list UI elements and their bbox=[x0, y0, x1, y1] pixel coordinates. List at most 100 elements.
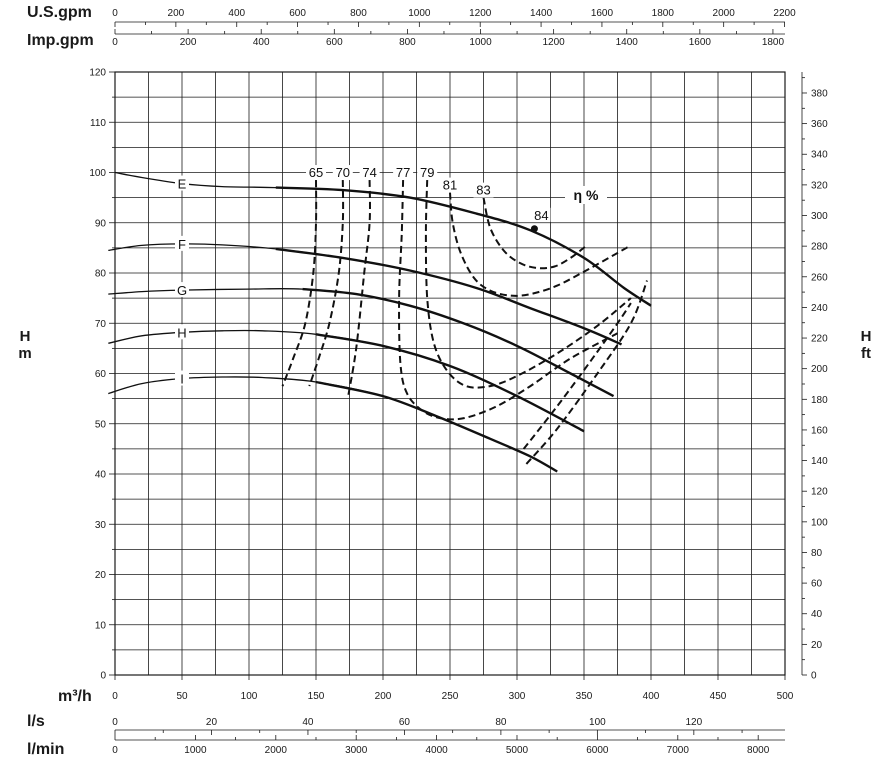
ls-tick-label: 100 bbox=[589, 717, 606, 728]
ls-tick-label: 80 bbox=[495, 717, 507, 728]
imp-gpm-tick-label: 200 bbox=[180, 37, 197, 48]
right-y-tick-label: 220 bbox=[811, 334, 828, 345]
us-gpm-tick-label: 800 bbox=[350, 8, 367, 19]
efficiency-label-77: 77 bbox=[396, 165, 410, 180]
efficiency-unit-label: η % bbox=[574, 187, 599, 203]
y-tick-label: 20 bbox=[95, 570, 107, 581]
eff-label-bg bbox=[332, 165, 353, 181]
y-tick-label: 110 bbox=[90, 118, 106, 129]
efficiency-curve-74 bbox=[347, 179, 371, 397]
right-y-tick-label: 280 bbox=[811, 242, 828, 253]
y-tick-label: 40 bbox=[95, 470, 107, 481]
right-y-tick-label: 380 bbox=[811, 88, 828, 99]
ls-tick-label: 60 bbox=[399, 717, 411, 728]
efficiency-curve-79 bbox=[424, 179, 632, 389]
ls-tick-label: 20 bbox=[206, 717, 218, 728]
eff-label-bg bbox=[440, 177, 460, 193]
us-gpm-tick-label: 1200 bbox=[469, 8, 492, 19]
right-y-tick-label: 240 bbox=[811, 303, 828, 314]
imp-gpm-tick-label: 1200 bbox=[543, 37, 566, 48]
x-tick-label: 150 bbox=[308, 691, 325, 702]
lmin-tick-label: 2000 bbox=[265, 745, 288, 756]
us-gpm-tick-label: 1800 bbox=[652, 8, 675, 19]
us-gpm-tick-label: 2200 bbox=[773, 8, 796, 19]
lmin-tick-label: 5000 bbox=[506, 745, 529, 756]
efficiency-label-81: 81 bbox=[443, 178, 457, 193]
y-tick-label: 100 bbox=[89, 168, 106, 179]
head-curve-G bbox=[302, 287, 615, 398]
efficiency-curve-81 bbox=[449, 192, 632, 297]
x-tick-label: 250 bbox=[442, 691, 459, 702]
ls-axis-title: l/s bbox=[27, 713, 45, 730]
efficiency-label-79: 79 bbox=[420, 165, 434, 180]
right-y-tick-label: 60 bbox=[811, 579, 823, 590]
ls-tick-label: 0 bbox=[112, 717, 118, 728]
efficiency-curve-65 bbox=[281, 179, 318, 387]
curve-label-H: H bbox=[177, 325, 186, 340]
us-gpm-tick-label: 1000 bbox=[408, 8, 431, 19]
y-tick-label: 30 bbox=[95, 520, 107, 531]
efficiency-label-83: 83 bbox=[476, 183, 490, 198]
right-y-tick-label: 300 bbox=[811, 211, 828, 222]
head-curve-I bbox=[315, 380, 558, 473]
ls-tick-label: 40 bbox=[302, 717, 314, 728]
us-gpm-tick-label: 600 bbox=[289, 8, 306, 19]
efficiency-label-65: 65 bbox=[309, 165, 323, 180]
x-tick-label: 100 bbox=[241, 691, 258, 702]
eff-label-bg bbox=[417, 165, 438, 181]
us-gpm-tick-label: 1600 bbox=[591, 8, 614, 19]
y-tick-label: 90 bbox=[95, 218, 107, 229]
y-tick-label: 60 bbox=[95, 369, 107, 380]
curve-label-I: I bbox=[180, 372, 184, 387]
right-y-tick-label: 0 bbox=[811, 671, 817, 682]
y-tick-label: 80 bbox=[95, 269, 107, 280]
imp-gpm-axis-title: Imp.gpm bbox=[27, 32, 94, 49]
imp-gpm-tick-label: 400 bbox=[253, 37, 270, 48]
right-y-tick-label: 20 bbox=[811, 640, 823, 651]
ls-tick-label: 120 bbox=[685, 717, 702, 728]
curve-label-bg bbox=[175, 370, 189, 386]
curve-label-bg bbox=[175, 235, 189, 251]
curve-labels: E F G H I 65 70 74 77 79 81 83 84 η % bbox=[175, 165, 607, 387]
x-tick-label: 50 bbox=[176, 691, 188, 702]
axes: 0 10 20 30 40 50 60 70 80 90 100 110 120 Hm 0 20 40 60 80 1… bbox=[18, 4, 871, 758]
eff-label-bg bbox=[359, 165, 380, 181]
best-efficiency-point bbox=[530, 225, 538, 233]
head-curves bbox=[108, 171, 652, 473]
y-tick-label: 0 bbox=[100, 671, 106, 682]
efficiency-curves bbox=[281, 179, 648, 465]
peak-label-bg bbox=[532, 207, 551, 222]
eta-label-bg bbox=[565, 186, 607, 204]
imp-gpm-tick-label: 0 bbox=[112, 37, 118, 48]
right-y-tick-label: 80 bbox=[811, 548, 823, 559]
lmin-axis-title: l/min bbox=[27, 741, 64, 758]
imp-gpm-tick-label: 1000 bbox=[469, 37, 492, 48]
efficiency-label-74: 74 bbox=[362, 165, 376, 180]
lmin-tick-label: 4000 bbox=[425, 745, 448, 756]
eff-label-bg bbox=[473, 182, 494, 198]
curve-label-bg bbox=[175, 324, 189, 340]
efficiency-label-70: 70 bbox=[336, 165, 350, 180]
x-axis-title: m³/h bbox=[58, 688, 92, 705]
curve-label-bg bbox=[175, 282, 189, 298]
right-axis-title-h: H bbox=[861, 328, 872, 345]
lmin-tick-label: 7000 bbox=[667, 745, 690, 756]
us-gpm-tick-label: 200 bbox=[168, 8, 185, 19]
us-gpm-axis-title: U.S.gpm bbox=[27, 4, 92, 21]
efficiency-label-84: 84 bbox=[534, 208, 548, 223]
curve-label-E: E bbox=[178, 177, 187, 192]
head-curve-I-full bbox=[108, 376, 558, 473]
x-tick-label: 300 bbox=[509, 691, 526, 702]
eff-label-bg bbox=[306, 165, 326, 181]
x-tick-label: 0 bbox=[112, 691, 118, 702]
right-y-tick-label: 180 bbox=[811, 395, 828, 406]
lmin-tick-label: 3000 bbox=[345, 745, 368, 756]
us-gpm-tick-label: 2000 bbox=[713, 8, 736, 19]
y-axis-title-h: H bbox=[20, 328, 31, 345]
imp-gpm-tick-label: 1400 bbox=[616, 37, 639, 48]
right-y-tick-label: 160 bbox=[811, 425, 828, 436]
right-axis-title-unit: ft bbox=[861, 345, 871, 362]
eff-label-bg bbox=[393, 165, 414, 181]
best-efficiency-line-2 bbox=[522, 302, 632, 450]
